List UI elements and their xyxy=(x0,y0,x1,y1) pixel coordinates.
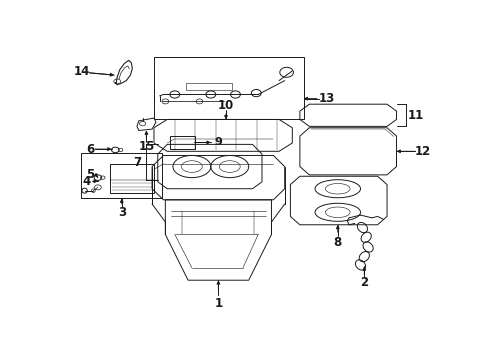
Text: 8: 8 xyxy=(333,236,341,249)
Text: 9: 9 xyxy=(214,138,222,148)
Text: 2: 2 xyxy=(360,276,367,289)
Text: 5: 5 xyxy=(85,167,94,180)
Text: 13: 13 xyxy=(318,92,334,105)
Text: 3: 3 xyxy=(118,206,125,219)
Circle shape xyxy=(169,91,180,98)
Circle shape xyxy=(205,91,215,98)
Text: 4: 4 xyxy=(82,175,90,188)
Text: 15: 15 xyxy=(138,140,154,153)
Circle shape xyxy=(230,91,240,98)
Text: 12: 12 xyxy=(414,145,430,158)
Text: 10: 10 xyxy=(218,99,234,112)
Text: 1: 1 xyxy=(214,297,222,310)
Text: 7: 7 xyxy=(133,156,141,169)
Bar xyxy=(169,136,194,149)
Bar xyxy=(186,84,231,90)
Text: 14: 14 xyxy=(74,65,90,78)
Text: 11: 11 xyxy=(407,109,423,122)
Circle shape xyxy=(196,99,203,104)
Bar xyxy=(154,57,303,120)
Text: 6: 6 xyxy=(85,143,94,156)
Circle shape xyxy=(162,99,168,104)
Circle shape xyxy=(251,90,261,97)
Bar xyxy=(110,164,154,193)
Bar xyxy=(81,153,162,198)
